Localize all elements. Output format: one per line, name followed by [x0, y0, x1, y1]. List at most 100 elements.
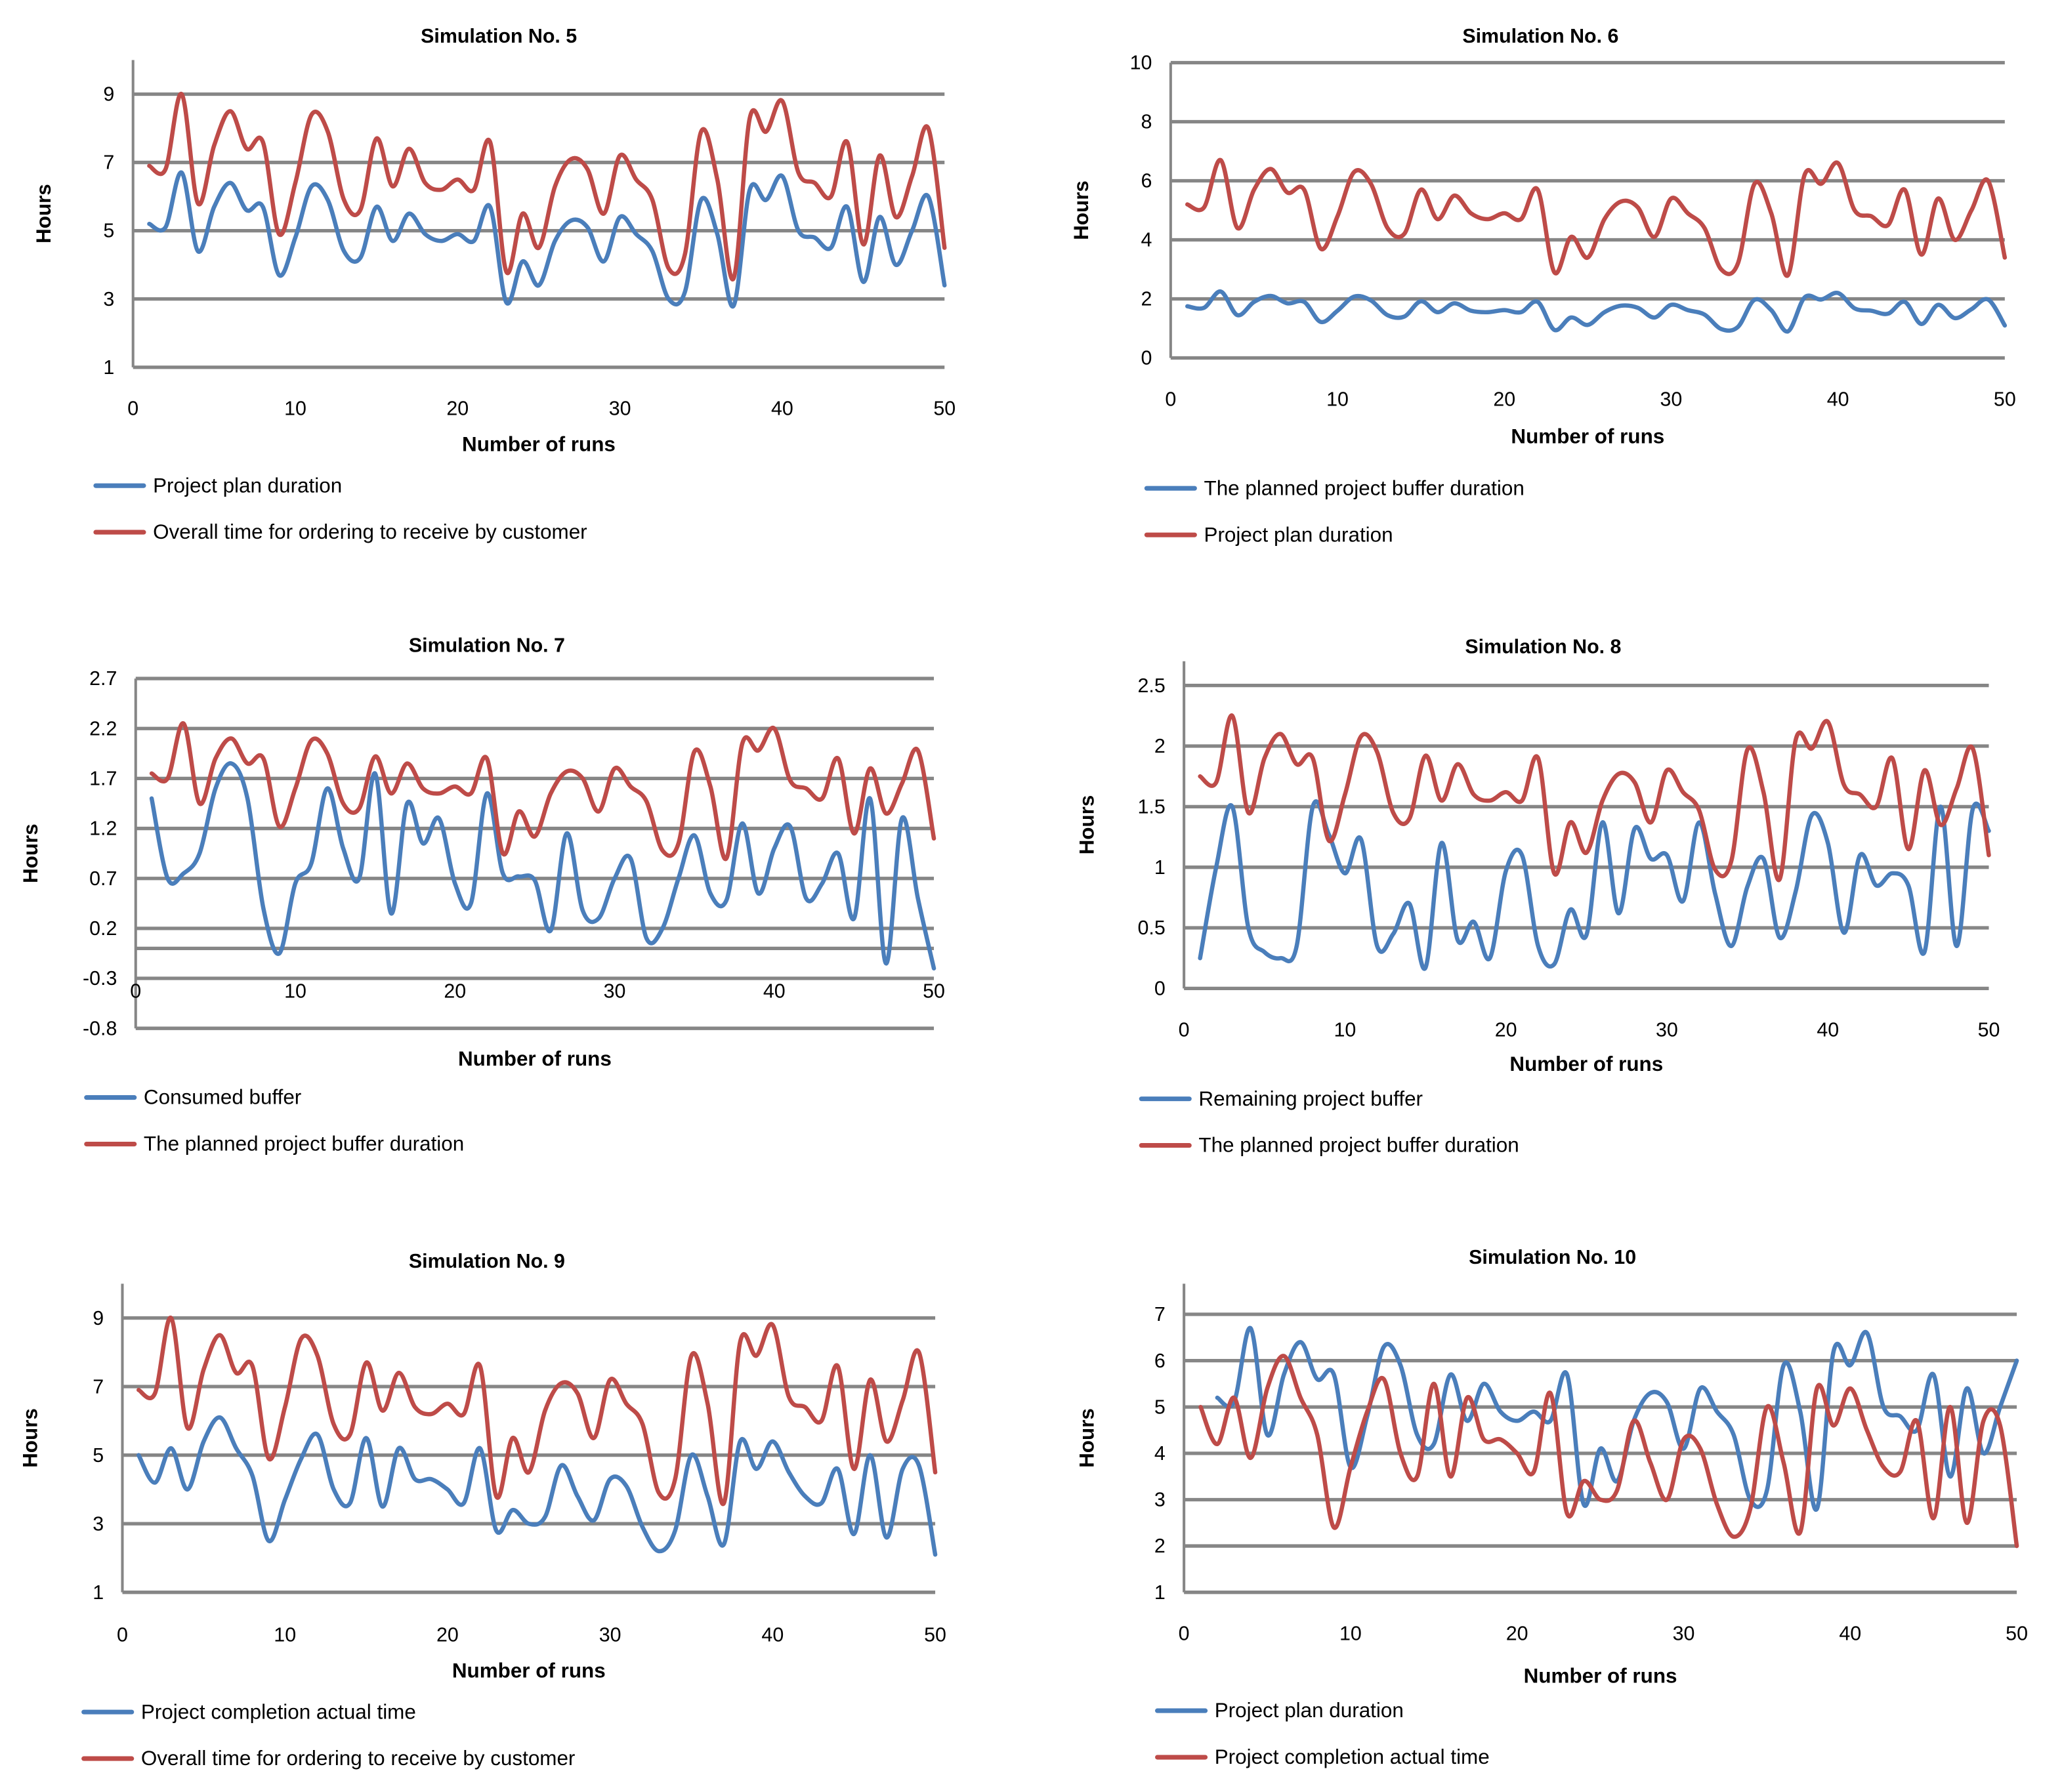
x-axis-label: Number of runs	[452, 1659, 606, 1682]
series-line-1	[1198, 799, 1991, 971]
x-axis-label: Number of runs	[1524, 1665, 1677, 1688]
y-tick-label: 0	[1154, 978, 1166, 1000]
y-tick-label: -0.8	[83, 1017, 117, 1039]
x-tick-label: 10	[284, 980, 306, 1003]
y-axis-label: Hours	[32, 184, 55, 243]
series-line-2	[1185, 157, 2008, 278]
x-axis-label: Number of runs	[462, 432, 616, 455]
y-tick-label: 5	[93, 1444, 104, 1467]
y-tick-label: 2.5	[1137, 675, 1165, 697]
legend-label: Remaining project buffer	[1198, 1087, 1423, 1110]
chart-title: Simulation No. 5	[421, 25, 577, 47]
y-tick-label: 4	[1141, 229, 1152, 251]
legend-label: Project plan duration	[1204, 523, 1393, 546]
y-tick-label: 2	[1154, 1535, 1166, 1557]
x-tick-label: 50	[1978, 1018, 2000, 1041]
x-tick-label: 0	[1165, 388, 1176, 411]
y-tick-label: 5	[103, 220, 114, 242]
series-line-2	[137, 1316, 938, 1507]
y-tick-label: 8	[1141, 111, 1152, 133]
y-tick-label: 2.2	[89, 717, 117, 740]
y-tick-label: 3	[93, 1512, 104, 1535]
x-axis-label: Number of runs	[1509, 1052, 1663, 1075]
chart-panel-9: Simulation No. 9 1 3 5 7 9 0 10 20 30 40 50 Number o…	[19, 1250, 946, 1770]
series-line-2	[1198, 713, 1991, 883]
x-tick-label: 40	[761, 1624, 784, 1646]
y-axis-label: Hours	[1070, 180, 1093, 240]
chart-panel-6: Simulation No. 6 0 2 4 6 8 10 0 10 20 30 40 50 Number…	[1070, 25, 2016, 546]
x-tick-label: 20	[444, 980, 466, 1003]
legend-label: Project plan duration	[153, 474, 342, 497]
legend-label: Project completion actual time	[1215, 1745, 1490, 1768]
x-tick-label: 20	[446, 398, 469, 420]
x-tick-label: 30	[1656, 1018, 1678, 1041]
y-tick-label: 10	[1130, 52, 1152, 74]
y-tick-label: 2	[1141, 288, 1152, 310]
series-line-2	[149, 721, 936, 862]
legend-label: Project completion actual time	[141, 1700, 416, 1723]
y-tick-label: 3	[1154, 1489, 1166, 1511]
x-tick-label: 50	[1994, 388, 2016, 411]
y-tick-label: 0.5	[1137, 917, 1165, 939]
series-line-2	[147, 92, 947, 281]
x-tick-label: 50	[933, 398, 956, 420]
chart-panel-7: Simulation No. 7 -0.8 -0.3 0.2 0.7 1.2 1.7 2.2 2…	[19, 635, 945, 1156]
legend-label: The planned project buffer duration	[144, 1133, 464, 1156]
y-axis-label: Hours	[1075, 1408, 1098, 1468]
series-line-2	[1198, 1354, 2019, 1549]
y-axis-label: Hours	[19, 823, 42, 883]
chart-title: Simulation No. 6	[1462, 25, 1618, 47]
y-tick-label: 4	[1154, 1442, 1166, 1465]
y-tick-label: 1.2	[89, 818, 117, 840]
series-line-1	[147, 170, 947, 309]
legend-label: Project plan duration	[1215, 1699, 1404, 1722]
y-tick-label: 7	[103, 152, 114, 174]
legend-label: Overall time for ordering to receive by …	[141, 1747, 576, 1770]
series-line-1	[137, 1415, 938, 1557]
chart-title: Simulation No. 10	[1469, 1246, 1636, 1268]
y-tick-label: 0.7	[89, 867, 117, 890]
x-tick-label: 10	[274, 1624, 296, 1646]
x-tick-label: 10	[1339, 1623, 1362, 1645]
chart-panel-8: Simulation No. 8 0 0.5 1 1.5 2 2.5 0 10 20 30 40 50 N…	[1075, 636, 2000, 1157]
y-tick-label: 6	[1141, 170, 1152, 192]
x-tick-label: 0	[130, 980, 141, 1003]
y-tick-label: 0.2	[89, 917, 117, 940]
x-tick-label: 40	[1817, 1018, 1839, 1041]
x-tick-label: 20	[436, 1624, 459, 1646]
y-tick-label: 1	[93, 1581, 104, 1604]
x-tick-label: 0	[117, 1624, 128, 1646]
x-tick-label: 50	[923, 980, 945, 1003]
y-tick-label: 7	[1154, 1303, 1166, 1325]
legend-label: Overall time for ordering to receive by …	[153, 520, 587, 543]
x-tick-label: 40	[1839, 1623, 1861, 1645]
x-tick-label: 0	[1179, 1623, 1190, 1645]
x-tick-label: 10	[1326, 388, 1349, 411]
chart-title: Simulation No. 9	[409, 1250, 565, 1272]
x-tick-label: 40	[763, 980, 786, 1003]
y-tick-label: 1	[1154, 856, 1166, 879]
y-tick-label: 3	[103, 288, 114, 310]
x-tick-label: 50	[2006, 1623, 2028, 1645]
y-tick-label: 1.5	[1137, 795, 1165, 818]
series-line-1	[149, 761, 936, 971]
y-tick-label: 9	[103, 83, 114, 106]
x-tick-label: 40	[771, 398, 793, 420]
y-axis-label: Hours	[19, 1408, 42, 1468]
x-tick-label: 0	[1179, 1018, 1190, 1041]
y-tick-label: 9	[93, 1307, 104, 1329]
x-tick-label: 10	[1334, 1018, 1356, 1041]
y-tick-label: 1	[103, 356, 114, 379]
x-tick-label: 20	[1506, 1623, 1528, 1645]
y-tick-label: 2	[1154, 735, 1166, 757]
y-tick-label: 1	[1154, 1581, 1166, 1604]
x-axis-label: Number of runs	[1511, 425, 1664, 448]
y-tick-label: 2.7	[89, 667, 117, 690]
x-tick-label: 10	[284, 398, 306, 420]
chart-title: Simulation No. 7	[409, 635, 565, 657]
legend-label: The planned project buffer duration	[1198, 1134, 1519, 1157]
x-tick-label: 30	[609, 398, 631, 420]
y-axis-label: Hours	[1075, 795, 1098, 855]
legend-label: The planned project buffer duration	[1204, 476, 1525, 499]
